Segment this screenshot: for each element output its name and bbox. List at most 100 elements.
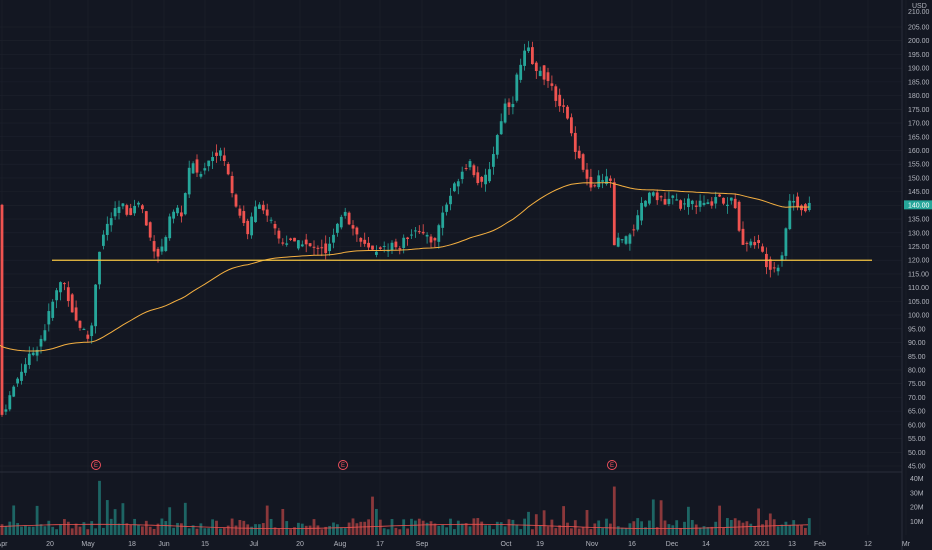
candle-body [671, 195, 675, 198]
volume-bar [20, 526, 23, 535]
last-price-label: 140.00 [908, 202, 930, 209]
candle-body [156, 248, 160, 257]
price-tick-label: 160.00 [908, 148, 930, 155]
price-tick-label: 65.00 [908, 409, 926, 416]
volume-bar [620, 527, 624, 535]
volume-bar [250, 526, 253, 535]
volume-bar [187, 528, 191, 535]
candle-body [702, 202, 706, 205]
candle-body [570, 117, 573, 134]
candle-body [78, 320, 82, 328]
candle-body [624, 236, 628, 244]
candle-body [687, 198, 690, 208]
price-tick-label: 125.00 [908, 244, 930, 251]
volume-bar [371, 496, 374, 535]
volume-bar [207, 528, 211, 535]
candle-body [601, 180, 604, 182]
candle-body [780, 255, 784, 261]
volume-bar [308, 525, 312, 535]
candle-body [63, 283, 66, 285]
volume-bar [47, 520, 51, 535]
candle-body [141, 205, 144, 210]
candle-body [160, 246, 164, 252]
price-tick-label: 110.00 [908, 285, 929, 292]
candle-body [27, 353, 31, 365]
time-tick-label: 15 [201, 541, 209, 548]
volume-bar [378, 519, 382, 535]
candle-body [378, 247, 382, 250]
price-tick-label: 60.00 [908, 422, 926, 429]
price-tick-label: 185.00 [908, 79, 930, 86]
volume-bar [648, 520, 651, 535]
volume-bar [390, 519, 394, 535]
volume-bar [605, 518, 608, 535]
candle-body [31, 352, 35, 356]
volume-bar [667, 524, 671, 535]
candle-body [718, 194, 721, 197]
candle-body [164, 237, 168, 252]
volume-bar [718, 505, 721, 535]
candle-body [640, 202, 643, 221]
candle-body [667, 198, 671, 205]
volume-bar [199, 523, 203, 535]
price-axis[interactable]: USD 210.00 205.00 200.00 195.00 190.00 185.0… [908, 3, 930, 471]
volume-bar [102, 527, 105, 535]
candle-body [16, 378, 19, 384]
volume-bar [765, 520, 768, 535]
volume-bar [195, 528, 199, 535]
time-tick-label: Nov [586, 541, 599, 548]
candle-body [402, 237, 406, 248]
candle-body [390, 242, 394, 251]
volume-bar [570, 528, 573, 535]
volume-bar [722, 527, 725, 535]
candle-body [343, 211, 347, 216]
volume-bar [304, 525, 308, 535]
volume-bar [285, 521, 289, 535]
volume-bar [144, 520, 148, 535]
volume-bar [382, 528, 386, 535]
earnings-icon [607, 460, 617, 470]
volume-bar [324, 526, 328, 535]
earnings-icon [338, 460, 348, 470]
volume-axis[interactable]: 40M 30M 20M 10M [910, 476, 924, 526]
time-tick-label: Feb [814, 541, 826, 548]
volume-bar [675, 520, 679, 535]
volume-bar [8, 521, 12, 535]
candle-body [453, 183, 456, 192]
volume-bar [527, 511, 530, 535]
volume-bar [437, 525, 441, 535]
volume-bar [51, 526, 55, 535]
candle-body [761, 246, 764, 252]
time-axis[interactable]: Apr 20 May 18 Jun 15 Jul 20 Aug 17 Sep Oct 19 Nov 16 De… [0, 541, 911, 548]
candle-body [8, 395, 12, 410]
candle-body [180, 212, 183, 217]
volume-bar [273, 527, 277, 535]
time-tick-label: 12 [864, 541, 872, 548]
time-tick-label: May [81, 541, 95, 548]
candle-body [148, 222, 152, 238]
volume-bar [804, 527, 807, 535]
volume-bar [277, 528, 281, 535]
volume-bar [24, 525, 27, 535]
candle-body [195, 159, 199, 173]
price-tick-label: 195.00 [908, 52, 930, 59]
volume-bar [105, 500, 109, 535]
candle-body [300, 244, 304, 247]
volume-bar [800, 525, 803, 535]
candle-body [254, 206, 257, 223]
time-tick-label: 20 [46, 541, 54, 548]
candle-body [628, 234, 632, 244]
candle-body [663, 199, 667, 205]
candle-body [542, 65, 546, 80]
volume-bar [484, 525, 487, 535]
candle-body [484, 174, 487, 185]
candle-body [683, 203, 686, 205]
candle-body [332, 234, 335, 243]
candle-body [421, 231, 425, 234]
volume-bar [542, 510, 546, 535]
candle-body [105, 223, 109, 235]
volume-bar [70, 528, 74, 535]
candle-body [328, 243, 331, 252]
candle-body [414, 230, 417, 232]
